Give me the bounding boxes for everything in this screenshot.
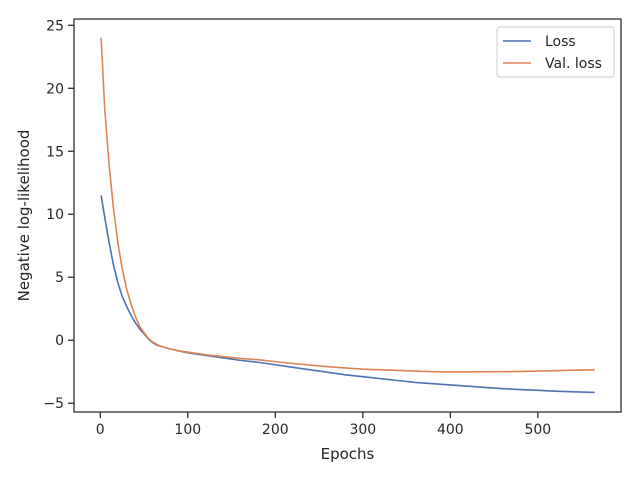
x-tick-label: 0 xyxy=(96,422,105,438)
y-tick-label: 10 xyxy=(46,207,64,223)
x-tick-label: 500 xyxy=(524,422,551,438)
legend: Loss Val. loss xyxy=(496,26,615,78)
y-tick-label: 15 xyxy=(46,144,64,160)
y-tick-label: 5 xyxy=(55,270,64,286)
y-tick-label: 25 xyxy=(46,18,64,34)
x-tick-label: 300 xyxy=(349,422,376,438)
plot-frame xyxy=(73,18,622,413)
x-axis-label: Epochs xyxy=(321,445,375,463)
legend-box xyxy=(496,26,615,78)
x-tick-label: 400 xyxy=(437,422,464,438)
series-line-1 xyxy=(100,37,595,373)
series-line-0 xyxy=(100,195,595,394)
x-tick-label: 100 xyxy=(174,422,201,438)
legend-label-1: Val. loss xyxy=(545,56,602,72)
y-tick-label: 20 xyxy=(46,81,64,97)
ticks-layer: 0 100 200 300 400 500 −5 0 5 10 15 20 25 xyxy=(43,18,551,438)
series-layer xyxy=(100,37,595,394)
x-tick-label: 200 xyxy=(262,422,289,438)
y-tick-label: −5 xyxy=(43,396,64,412)
y-axis-label: Negative log-likelihood xyxy=(15,130,33,302)
legend-label-0: Loss xyxy=(545,34,576,50)
y-tick-label: 0 xyxy=(55,333,64,349)
